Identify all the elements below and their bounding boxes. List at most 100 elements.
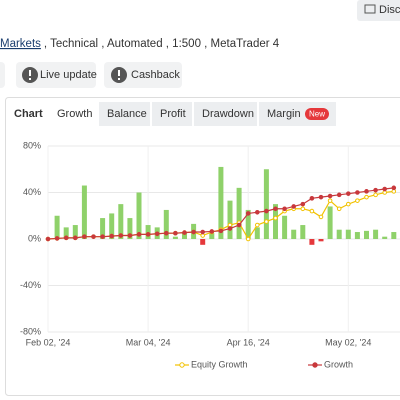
bar [309, 239, 315, 245]
series-marker [82, 234, 87, 239]
x-tick-label: Apr 16, '24 [227, 337, 270, 347]
x-tick-label: May 02, '24 [325, 337, 371, 347]
info-icon-dot [118, 78, 120, 80]
legend-marker [179, 362, 185, 368]
action-label[interactable]: Cashback [131, 69, 180, 81]
tab[interactable] [194, 102, 257, 126]
bar [373, 229, 379, 239]
bar [163, 209, 169, 239]
bar [263, 169, 269, 239]
series-marker [245, 236, 251, 242]
series-marker [382, 186, 388, 192]
badge [305, 108, 329, 120]
series-marker [355, 198, 360, 203]
series-marker [373, 187, 378, 193]
bar [54, 215, 60, 239]
tab-label[interactable]: Profit [160, 108, 186, 120]
y-tick-label: 80% [23, 140, 41, 150]
tab[interactable] [49, 102, 97, 126]
series-marker [346, 201, 351, 207]
bar [72, 225, 78, 239]
bar [327, 206, 333, 239]
series-marker [309, 196, 315, 201]
series-marker [336, 192, 342, 198]
series-marker [209, 229, 215, 234]
series-marker [264, 208, 269, 214]
series-marker [173, 230, 178, 236]
series-marker [236, 222, 242, 228]
bar [364, 230, 369, 239]
series-marker [291, 204, 297, 209]
bar [81, 185, 87, 239]
bar [391, 232, 397, 239]
partial-button[interactable] [0, 62, 5, 88]
series-marker [300, 206, 306, 212]
series-marker [273, 215, 278, 221]
series-marker [154, 231, 160, 237]
tab-label[interactable]: Drawdown [202, 108, 254, 120]
action-label[interactable]: Live update [40, 69, 97, 81]
series-marker [391, 185, 397, 191]
bar [336, 229, 342, 239]
series-marker [164, 230, 169, 236]
tab-label[interactable]: Growth [57, 108, 92, 120]
tab[interactable] [99, 102, 150, 126]
breadcrumb: Markets, Technical , Automated , 1:500 ,… [0, 38, 280, 50]
series-marker [282, 206, 287, 212]
bar [182, 233, 187, 239]
bar [245, 209, 251, 239]
series-marker [91, 234, 96, 239]
bar [300, 225, 306, 239]
y-tick-label: 0% [28, 233, 41, 243]
series-marker [318, 194, 324, 200]
y-tick-label: -80% [20, 326, 41, 336]
breadcrumb-link[interactable]: Markets [0, 38, 41, 50]
bar [209, 233, 215, 239]
series-marker [145, 232, 151, 237]
bar [273, 204, 278, 239]
live-update-button[interactable] [16, 62, 96, 88]
bar [136, 192, 142, 239]
tab[interactable] [152, 102, 192, 126]
tab-label[interactable]: Balance [107, 108, 147, 120]
tab-label[interactable]: Margin [267, 108, 301, 120]
bar [109, 213, 115, 239]
bar [291, 229, 297, 239]
series-marker [182, 230, 187, 235]
series-marker [109, 233, 114, 239]
info-icon-bar [29, 70, 31, 76]
bar [354, 232, 360, 239]
series-marker [63, 235, 69, 241]
series-marker [136, 232, 142, 237]
plot: 80% 40% 0% -40% -80%Feb 02, '24 Mar 04, '24 Ap… [20, 140, 400, 369]
series-marker [127, 233, 133, 238]
bar [236, 187, 242, 239]
tab-bar: Growth Balance Profit Drawdown Margin New [49, 102, 336, 126]
x-tick-label: Feb 02, '24 [26, 337, 71, 347]
series-marker [373, 192, 378, 198]
series-marker [364, 194, 369, 200]
bar [345, 229, 351, 239]
series-marker [309, 208, 315, 214]
series-marker [336, 206, 342, 212]
discuss-label[interactable]: Discu [379, 4, 400, 16]
series-marker [54, 236, 60, 241]
series-marker [73, 235, 78, 241]
series-marker [254, 209, 260, 215]
series-marker [245, 211, 251, 216]
series-marker [118, 233, 124, 238]
info-icon-dot [29, 78, 31, 80]
legend-marker [312, 362, 318, 368]
legend-label: Equity Growth [191, 359, 248, 369]
series-marker [254, 222, 260, 228]
info-icon-bar [118, 70, 120, 76]
series-marker [364, 189, 369, 194]
bar [218, 166, 224, 239]
y-tick-label: -40% [20, 280, 41, 290]
legend-label: Growth [324, 359, 353, 369]
series-marker [45, 236, 51, 242]
bar [172, 236, 178, 239]
bar [282, 215, 288, 239]
series-marker [200, 229, 205, 235]
